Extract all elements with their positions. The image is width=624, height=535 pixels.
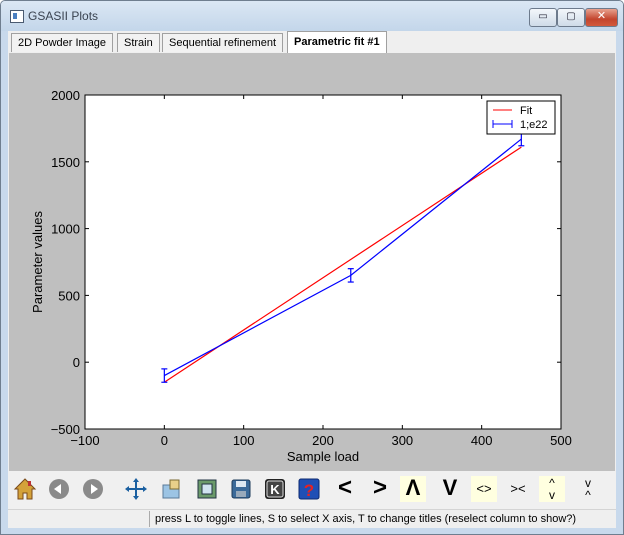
- subplots-icon[interactable]: [194, 476, 220, 502]
- status-separator: [149, 511, 150, 527]
- shift-right-icon[interactable]: >: [372, 474, 387, 501]
- plot-area[interactable]: [84, 94, 562, 430]
- save-icon[interactable]: [228, 476, 254, 502]
- y-tick-label: −500: [51, 422, 80, 437]
- shift-left-icon[interactable]: <: [337, 474, 352, 501]
- x-tick-label: 100: [233, 433, 255, 448]
- maximize-button[interactable]: ▢: [557, 8, 585, 27]
- app-icon: [10, 10, 24, 23]
- zoom-icon[interactable]: [158, 476, 184, 502]
- shrink-y-icon[interactable]: v ^: [585, 476, 624, 502]
- x-tick-label: 200: [312, 433, 334, 448]
- expand-y-icon[interactable]: ^ v: [539, 476, 565, 502]
- chart-svg[interactable]: −100 0 100 200 300 400 500 −500 0 500 1000 1500 2000…: [9, 53, 615, 471]
- tab-parametric-fit[interactable]: Parametric fit #1: [287, 31, 387, 53]
- y-axis-label: Parameter values: [30, 211, 45, 313]
- shift-down-icon[interactable]: V: [442, 475, 458, 500]
- tab-sequential-refinement[interactable]: Sequential refinement: [162, 33, 284, 52]
- x-axis-label: Sample load: [287, 449, 359, 464]
- forward-icon[interactable]: [80, 476, 106, 502]
- legend: Fit 1;e22: [486, 100, 556, 135]
- y-tick-label: 0: [73, 355, 80, 370]
- help-glyph: ?: [304, 481, 314, 500]
- back-icon[interactable]: [46, 476, 72, 502]
- x-tick-label: 500: [550, 433, 572, 448]
- home-icon[interactable]: [12, 476, 38, 502]
- expand-x-icon[interactable]: <>: [471, 476, 497, 502]
- y-tick-label: 500: [58, 288, 80, 303]
- help-icon[interactable]: ?: [296, 476, 322, 502]
- shift-up-icon[interactable]: Λ: [400, 476, 426, 502]
- title-bar[interactable]: GSASII Plots ▭ ▢ ✕: [1, 1, 623, 31]
- x-tick-label: 0: [161, 433, 168, 448]
- tab-strain[interactable]: Strain: [117, 33, 160, 52]
- y-tick-label: 2000: [51, 88, 80, 103]
- y-tick-label: 1000: [51, 222, 80, 237]
- y-tick-label: 1500: [51, 155, 80, 170]
- close-button[interactable]: ✕: [585, 8, 618, 27]
- window-title: GSASII Plots: [28, 9, 99, 23]
- keypress-icon[interactable]: K: [262, 476, 288, 502]
- status-message: press L to toggle lines, S to select X a…: [155, 513, 577, 525]
- plot-figure[interactable]: −100 0 100 200 300 400 500 −500 0 500 1000 1500 2000…: [9, 53, 615, 471]
- legend-data-label: 1;e22: [520, 119, 548, 131]
- shrink-x-icon[interactable]: ><: [510, 481, 526, 496]
- plot-toolbar: K ? < > Λ V <> >< ^ v v ^: [8, 471, 616, 509]
- status-bar: press L to toggle lines, S to select X a…: [8, 509, 616, 528]
- client-area: 2D Powder Image Strain Sequential refine…: [8, 31, 616, 528]
- x-tick-label: 400: [471, 433, 493, 448]
- pan-icon[interactable]: [123, 476, 149, 502]
- legend-fit-label: Fit: [520, 105, 532, 117]
- minimize-button[interactable]: ▭: [529, 8, 557, 27]
- x-tick-label: −100: [70, 433, 99, 448]
- keypress-glyph: K: [270, 482, 280, 497]
- x-tick-label: 300: [391, 433, 413, 448]
- tab-bar: 2D Powder Image Strain Sequential refine…: [8, 31, 616, 53]
- tab-2d-powder-image[interactable]: 2D Powder Image: [11, 33, 114, 52]
